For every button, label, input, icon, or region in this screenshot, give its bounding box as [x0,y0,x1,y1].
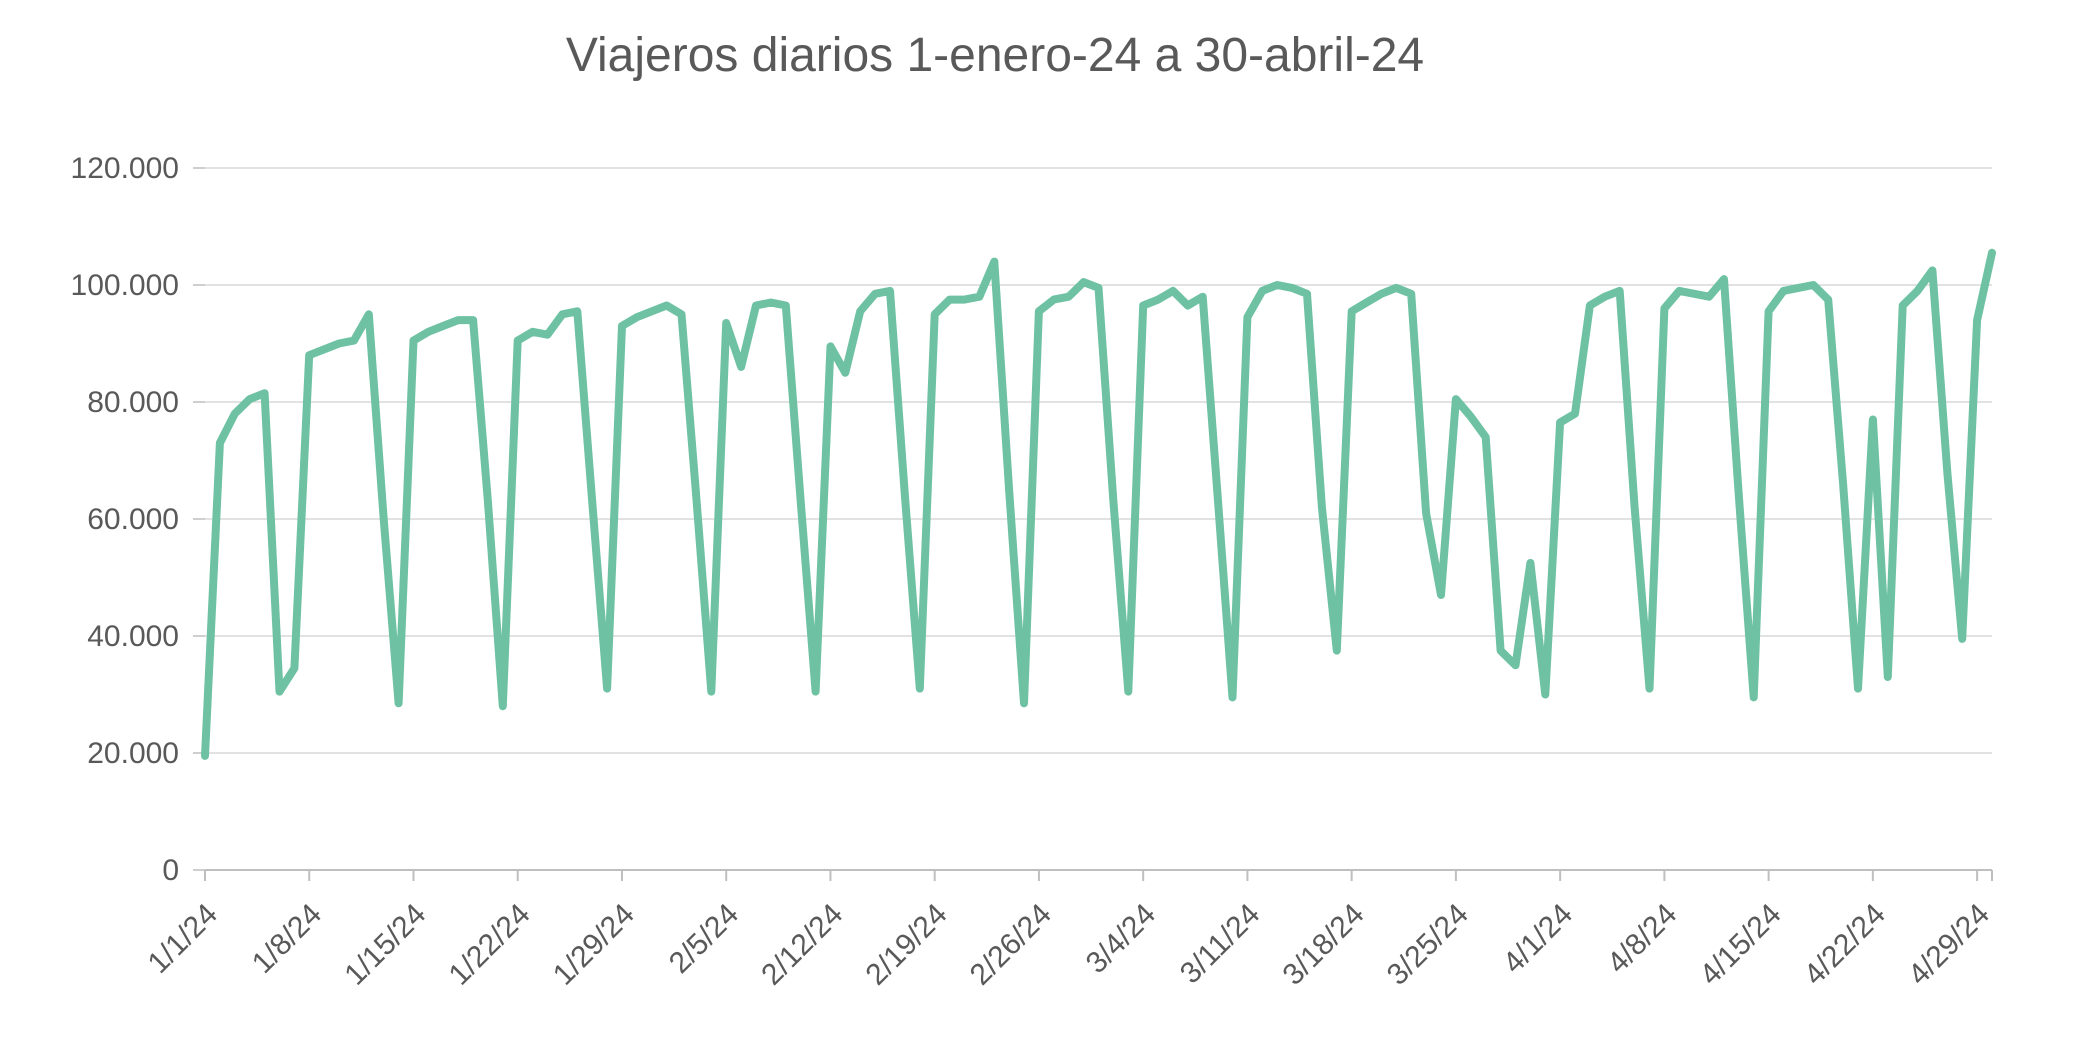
x-axis-label: 3/11/24 [1174,898,1267,991]
x-axis-label: 1/22/24 [443,898,537,992]
x-axis-label: 4/15/24 [1693,898,1787,992]
x-axis-label: 2/5/24 [663,898,745,980]
y-axis-label: 80.000 [87,386,179,419]
y-axis-label: 0 [162,854,179,887]
y-axis-label: 20.000 [87,737,179,770]
x-axis-label: 2/26/24 [964,898,1058,992]
chart-title-wrap: Viajeros diarios 1-enero-24 a 30-abril-2… [0,28,1990,83]
data-line-viajeros [201,248,1996,760]
x-axis-label: 4/29/24 [1902,898,1996,992]
y-axis-label: 40.000 [87,620,179,653]
y-axis-label: 100.000 [71,269,179,302]
x-axis-label: 4/22/24 [1798,898,1892,992]
x-axis-label: 4/1/24 [1497,898,1579,980]
x-axis-label: 2/12/24 [755,898,849,992]
x-axis-label: 1/8/24 [246,898,328,980]
x-axis-label: 1/29/24 [547,898,641,992]
x-axis-label: 3/4/24 [1080,898,1162,980]
x-axis-label: 3/18/24 [1276,898,1370,992]
x-axis-label: 4/8/24 [1601,898,1683,980]
y-axis-label: 120.000 [71,152,179,185]
chart-title: Viajeros diarios 1-enero-24 a 30-abril-2… [565,29,1425,82]
x-axis-label: 1/15/24 [338,898,432,992]
x-axis-label: 2/19/24 [860,898,954,992]
x-axis-label: 3/25/24 [1381,898,1475,992]
y-axis-label: 60.000 [87,503,179,536]
x-axis-label: 1/1/24 [142,898,224,980]
